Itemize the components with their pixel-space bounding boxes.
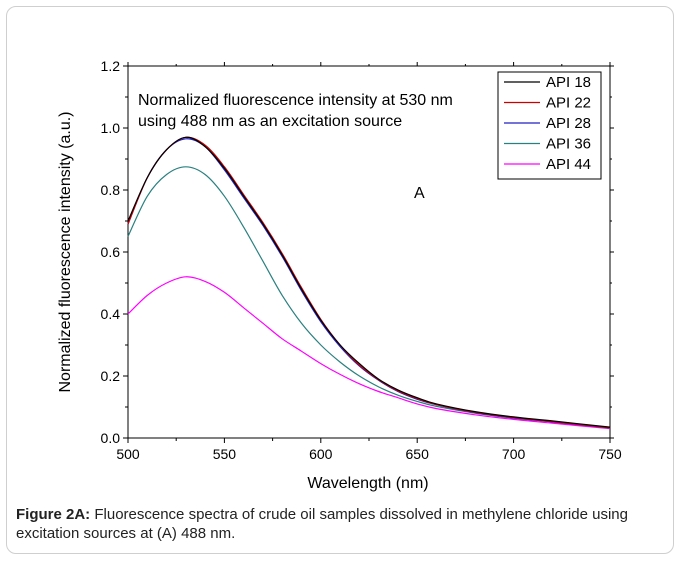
y-tick-label: 0.2 (101, 368, 121, 384)
y-tick-label: 1.2 (101, 58, 121, 74)
y-tick-label: 0.0 (101, 430, 121, 446)
figure-caption: Figure 2A: Fluorescence spectra of crude… (16, 505, 656, 543)
annotation-line-2: using 488 nm as an excitation source (138, 113, 402, 130)
x-axis-label: Wavelength (nm) (307, 475, 428, 492)
x-tick-label: 750 (598, 446, 622, 462)
line-chart: 500 550 600 650 700 750 0.0 0.2 0.4 0.6 0.8 1.0 1.2… (57, 58, 622, 492)
legend-box (497, 71, 602, 180)
y-axis-label: Normalized fluorescence intensity (a.u.) (57, 111, 74, 392)
x-tick-label: 550 (213, 446, 237, 462)
series-line-api-36 (127, 166, 611, 429)
legend-label: API 18 (546, 74, 591, 91)
y-tick-label: 0.8 (101, 182, 121, 198)
series-line-api-18 (127, 136, 611, 428)
series-line-api-44 (127, 276, 611, 430)
x-tick-label: 600 (309, 446, 333, 462)
y-tick-label: 1.0 (101, 120, 121, 136)
annotation-line-1: Normalized fluorescence intensity at 530… (138, 92, 453, 109)
y-tick-label: 0.4 (101, 306, 121, 322)
legend-label: API 22 (546, 95, 591, 112)
series-line-api-22 (127, 136, 611, 429)
series-layer (127, 136, 611, 430)
y-tick-label: 0.6 (101, 244, 121, 260)
legend: API 18 API 22 API 28 API 36 API 44 (497, 71, 602, 180)
x-axis: 500 550 600 650 700 750 (116, 62, 622, 462)
legend-label: API 28 (546, 115, 591, 132)
y-axis: 0.0 0.2 0.4 0.6 0.8 1.0 1.2 (101, 58, 614, 446)
legend-label: API 36 (546, 136, 591, 153)
x-tick-label: 500 (116, 446, 140, 462)
caption-label: Figure 2A: (16, 506, 91, 523)
caption-text: Fluorescence spectra of crude oil sample… (16, 506, 628, 542)
series-line-api-28 (127, 138, 611, 429)
x-tick-label: 650 (406, 446, 430, 462)
x-tick-label: 700 (502, 446, 526, 462)
panel-label: A (414, 185, 425, 202)
legend-label: API 44 (546, 156, 591, 173)
